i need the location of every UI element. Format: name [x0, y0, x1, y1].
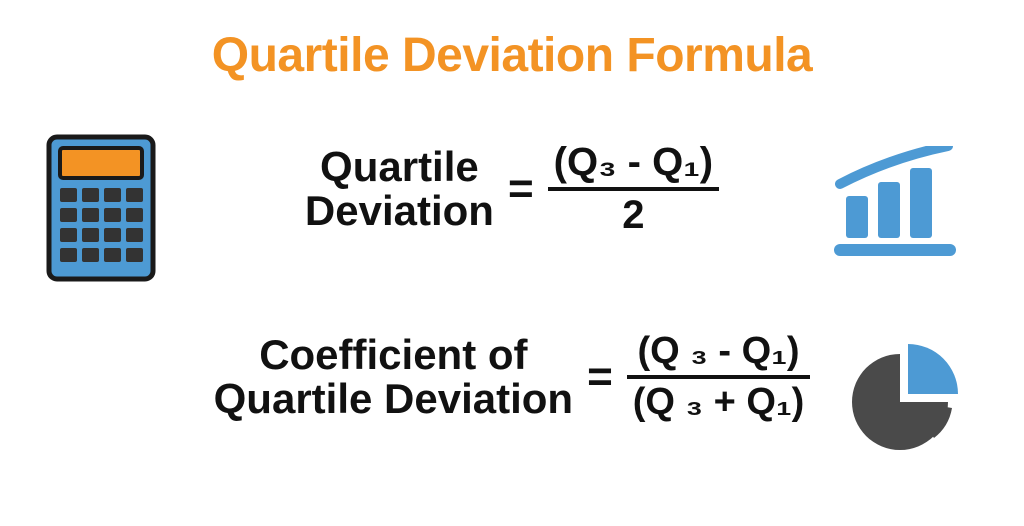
formula1-fraction: (Q₃ - Q₁) 2	[548, 140, 719, 238]
formula2-label-line1: Coefficient of	[214, 333, 573, 377]
equals-sign: =	[587, 352, 613, 402]
equals-sign: =	[508, 164, 534, 214]
formula1-label-line2: Deviation	[305, 189, 494, 233]
calculator-icon	[46, 134, 156, 282]
formula1-numerator: (Q₃ - Q₁)	[548, 140, 719, 185]
formula2-label-line2: Quartile Deviation	[214, 377, 573, 421]
fraction-line	[548, 187, 719, 191]
formula2-numerator: (Q ₃ - Q₁)	[632, 330, 806, 373]
page-title: Quartile Deviation Formula	[0, 0, 1024, 83]
formula1-label-line1: Quartile	[305, 145, 494, 189]
formula2-label: Coefficient of Quartile Deviation	[214, 333, 573, 421]
formula1-label: Quartile Deviation	[305, 145, 494, 233]
formula2-fraction: (Q ₃ - Q₁) (Q ₃ + Q₁)	[627, 330, 811, 424]
fraction-line	[627, 375, 811, 379]
formula2-denominator: (Q ₃ + Q₁)	[627, 381, 811, 424]
bar-chart-icon	[830, 146, 960, 256]
pie-chart-icon	[846, 338, 964, 456]
formula1-denominator: 2	[616, 193, 650, 238]
